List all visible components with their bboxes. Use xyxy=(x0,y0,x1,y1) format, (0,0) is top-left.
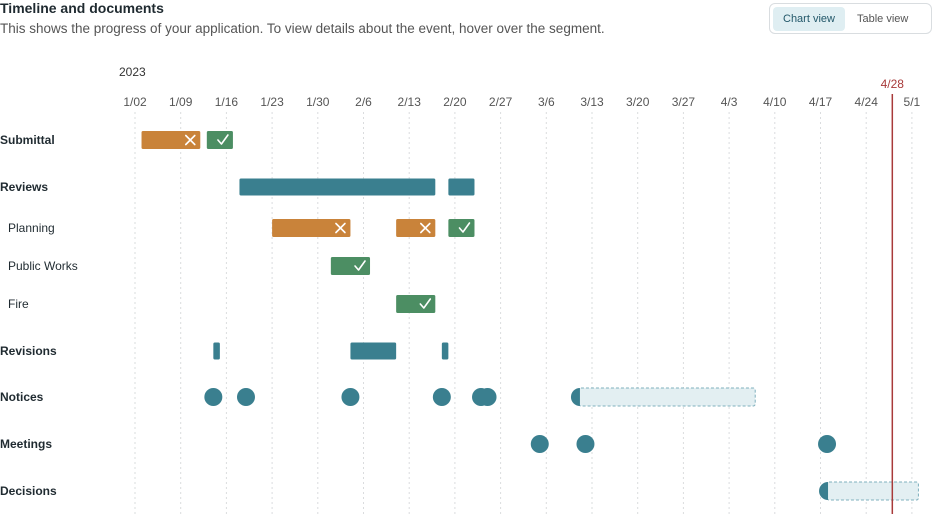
timeline-segment-failed[interactable] xyxy=(396,219,436,237)
pending-start-marker xyxy=(819,482,829,500)
segment-bar xyxy=(330,257,371,275)
x-tick-label: 1/09 xyxy=(169,95,193,109)
timeline-segment-passed[interactable] xyxy=(206,131,233,149)
x-tick-label: 2/6 xyxy=(355,95,372,109)
timeline-segment-review[interactable] xyxy=(239,178,436,196)
passed-check-icon xyxy=(217,134,229,145)
x-tick-label: 1/30 xyxy=(306,95,330,109)
event-dot[interactable] xyxy=(818,435,837,453)
event-dot[interactable] xyxy=(236,388,255,406)
x-tick-label: 1/23 xyxy=(260,95,284,109)
x-tick-label: 2/20 xyxy=(443,95,467,109)
timeline-segment-failed[interactable] xyxy=(141,131,201,149)
segment-bar xyxy=(350,342,397,360)
failed-x-icon xyxy=(420,222,431,234)
row-label: Fire xyxy=(8,297,29,311)
x-tick-label: 4/10 xyxy=(763,95,787,109)
timeline-segment-review[interactable] xyxy=(441,342,449,360)
segment-bar xyxy=(272,219,351,237)
row-label: Planning xyxy=(8,221,55,235)
today-label: 4/28 xyxy=(881,77,905,91)
event-dot[interactable] xyxy=(341,388,360,406)
chart-view-button[interactable]: Chart view xyxy=(773,6,845,31)
x-tick-label: 5/1 xyxy=(904,95,921,109)
x-tick-label: 4/3 xyxy=(721,95,738,109)
timeline-segment-passed[interactable] xyxy=(448,219,475,237)
segment-bar xyxy=(141,131,201,149)
row-label: Public Works xyxy=(8,259,78,273)
failed-x-icon xyxy=(184,134,196,146)
segment-bar xyxy=(396,295,436,313)
row-label: Notices xyxy=(0,390,44,404)
event-dot[interactable] xyxy=(576,435,595,453)
timeline-segment-review[interactable] xyxy=(448,178,475,196)
event-dot[interactable] xyxy=(432,388,451,406)
row-label: Revisions xyxy=(0,344,57,358)
passed-check-icon xyxy=(458,222,471,233)
passed-check-icon xyxy=(419,298,432,309)
failed-x-icon xyxy=(335,222,346,234)
page-subtitle: This shows the progress of your applicat… xyxy=(0,21,605,36)
x-tick-label: 4/24 xyxy=(855,95,879,109)
event-dot[interactable] xyxy=(530,435,549,453)
row-label: Meetings xyxy=(0,437,52,451)
x-tick-label: 3/13 xyxy=(580,95,604,109)
passed-check-icon xyxy=(354,260,366,271)
row-label: Submittal xyxy=(0,133,55,147)
x-tick-label: 2/13 xyxy=(398,95,422,109)
segment-bar xyxy=(213,342,220,360)
timeline-segment-passed[interactable] xyxy=(396,295,436,313)
x-tick-label: 3/27 xyxy=(672,95,696,109)
pending-segment[interactable] xyxy=(819,481,919,501)
pending-start-marker xyxy=(570,388,580,406)
timeline-segment-review[interactable] xyxy=(350,342,397,360)
segment-bar xyxy=(448,219,475,237)
segment-bar xyxy=(206,131,233,149)
page-title: Timeline and documents xyxy=(0,0,164,16)
x-tick-label: 1/16 xyxy=(215,95,239,109)
year-label: 2023 xyxy=(119,65,146,79)
segment-bar xyxy=(441,342,449,360)
pending-bar xyxy=(578,387,756,407)
timeline-segment-failed[interactable] xyxy=(272,219,351,237)
timeline-chart: 2023 1/02 1/09 1/16 1/23 1/30 2/6 2/13 2/20 2/27… xyxy=(0,65,921,514)
timeline-segment-review[interactable] xyxy=(213,342,220,360)
event-dot[interactable] xyxy=(204,388,223,406)
row-label: Decisions xyxy=(0,484,57,498)
x-tick-label: 1/02 xyxy=(123,95,147,109)
segment-bar xyxy=(239,178,436,196)
x-tick-label: 3/6 xyxy=(538,95,555,109)
segment-bar xyxy=(448,178,475,196)
view-toggle: Chart view Table view xyxy=(769,3,932,34)
x-tick-label: 2/27 xyxy=(489,95,513,109)
x-tick-label: 4/17 xyxy=(809,95,833,109)
pending-segment[interactable] xyxy=(570,387,756,407)
table-view-button[interactable]: Table view xyxy=(856,12,909,25)
event-dot[interactable] xyxy=(478,388,497,406)
x-tick-label: 3/20 xyxy=(626,95,650,109)
segment-bar xyxy=(396,219,436,237)
row-label: Reviews xyxy=(0,180,48,194)
pending-bar xyxy=(826,481,919,501)
timeline-segment-passed[interactable] xyxy=(330,257,371,275)
